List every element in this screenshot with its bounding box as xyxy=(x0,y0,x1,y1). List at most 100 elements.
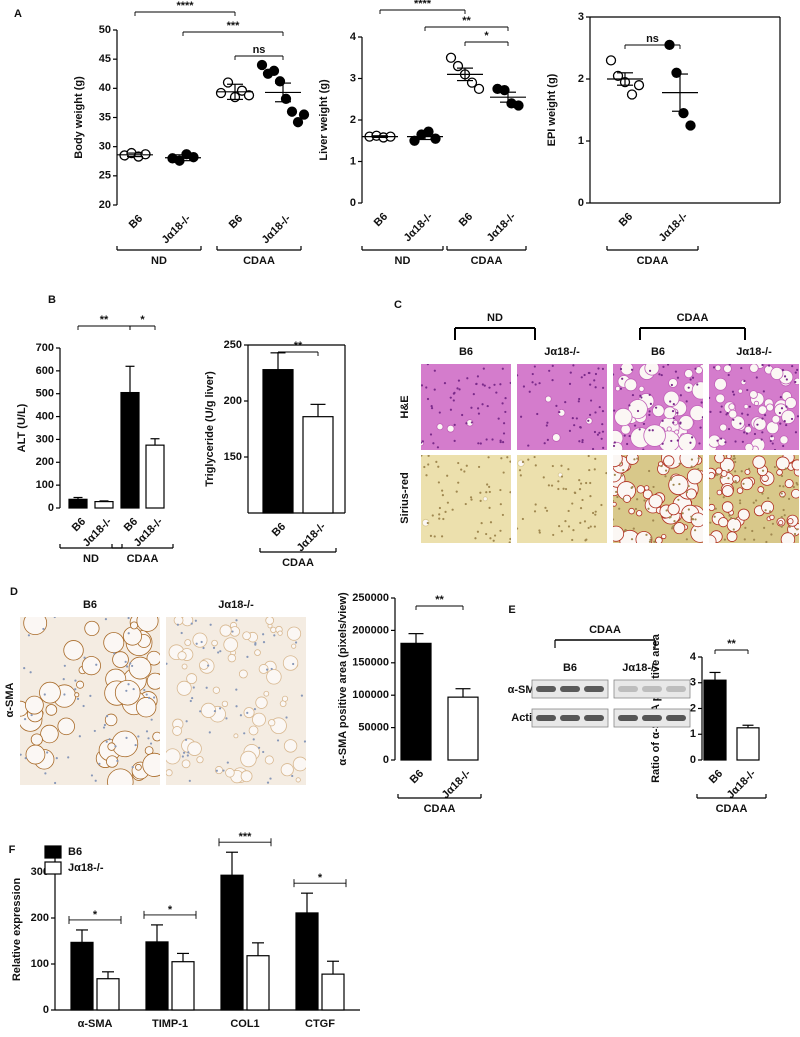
nucleus xyxy=(270,667,273,671)
nucleus xyxy=(665,469,668,472)
nucleus xyxy=(745,432,749,435)
nucleus xyxy=(594,513,597,516)
nucleus xyxy=(678,462,681,465)
nucleus xyxy=(449,408,453,411)
nucleus xyxy=(567,525,571,528)
nucleus xyxy=(685,491,688,494)
nucleus xyxy=(648,429,651,432)
nucleus xyxy=(29,671,32,674)
nucleus xyxy=(677,498,680,501)
nucleus xyxy=(427,455,430,457)
fat-droplet xyxy=(135,763,142,771)
nucleus xyxy=(253,708,257,711)
nucleus xyxy=(202,646,205,650)
nucleus xyxy=(734,460,737,464)
nucleus xyxy=(665,509,668,512)
x-tick-label: B6 xyxy=(127,213,145,231)
fat-droplet xyxy=(780,532,796,543)
y-tick-label: 3 xyxy=(578,11,584,23)
nucleus xyxy=(485,491,488,494)
nucleus xyxy=(628,434,631,438)
nucleus xyxy=(601,410,605,413)
fat-droplet xyxy=(778,520,784,526)
nucleus xyxy=(180,631,183,635)
x-tick-label: COL1 xyxy=(230,1018,259,1030)
nucleus xyxy=(719,410,722,414)
nucleus xyxy=(222,769,225,772)
nucleus xyxy=(761,492,764,495)
nucleus xyxy=(303,740,306,743)
group-label: CDAA xyxy=(716,803,748,815)
nucleus xyxy=(573,491,576,494)
nucleus xyxy=(601,367,605,370)
nucleus xyxy=(666,364,670,366)
fat-droplet xyxy=(636,510,643,517)
fat-droplet xyxy=(281,695,289,702)
nucleus xyxy=(74,688,77,691)
y-tick-label: 2 xyxy=(690,702,696,714)
nucleus xyxy=(187,751,190,754)
micrograph-texture xyxy=(613,455,703,543)
nucleus xyxy=(522,385,526,388)
column-label: B6 xyxy=(459,346,473,358)
nucleus xyxy=(129,662,132,665)
data-point xyxy=(633,80,645,91)
nucleus xyxy=(580,376,583,379)
fat-droplet xyxy=(291,643,297,649)
nucleus xyxy=(536,412,539,416)
nucleus xyxy=(709,521,712,524)
x-tick-label: Jα18-/- xyxy=(260,212,294,246)
fat-droplet xyxy=(181,663,188,670)
nucleus xyxy=(53,617,56,619)
nucleus xyxy=(502,432,506,435)
nucleus xyxy=(598,405,601,409)
nucleus xyxy=(23,667,26,670)
nucleus xyxy=(648,410,651,413)
nucleus xyxy=(755,376,758,379)
legend-swatch xyxy=(44,861,62,875)
nucleus xyxy=(578,479,581,482)
nucleus xyxy=(791,364,794,368)
fat-droplet xyxy=(243,707,255,719)
nucleus xyxy=(94,779,97,782)
nucleus xyxy=(440,535,444,538)
fat-droplet xyxy=(104,713,118,727)
nucleus xyxy=(795,528,799,531)
nucleus xyxy=(792,485,795,489)
fat-droplet xyxy=(709,471,716,480)
nucleus xyxy=(679,394,682,397)
nucleus xyxy=(509,460,511,463)
x-tick-label: B6 xyxy=(457,211,475,229)
nucleus xyxy=(492,539,495,542)
fat-droplet xyxy=(775,456,790,471)
nucleus xyxy=(105,715,109,718)
nucleus xyxy=(113,652,116,655)
y-tick-label: 45 xyxy=(99,53,111,65)
nucleus xyxy=(633,458,636,461)
y-tick-label: 100 xyxy=(31,958,49,970)
nucleus xyxy=(769,510,772,513)
micrograph xyxy=(709,455,799,543)
fat-droplet xyxy=(111,730,139,758)
fat-droplet xyxy=(176,680,192,696)
nucleus xyxy=(782,485,785,488)
fat-droplet xyxy=(146,672,160,690)
y-tick-label: 50000 xyxy=(358,722,389,734)
nucleus xyxy=(600,503,603,507)
nucleus xyxy=(616,495,619,499)
nucleus xyxy=(432,442,435,445)
nucleus xyxy=(239,714,243,717)
nucleus xyxy=(184,738,188,741)
fat-droplet xyxy=(721,501,734,513)
nucleus xyxy=(783,419,786,423)
y-tick-label: 4 xyxy=(350,31,357,43)
nucleus xyxy=(753,538,756,541)
nucleus xyxy=(722,496,725,499)
nucleus xyxy=(781,368,785,372)
nucleus xyxy=(551,464,554,468)
nucleus xyxy=(783,375,787,378)
nucleus xyxy=(258,746,261,749)
fat-droplet xyxy=(255,696,268,709)
nucleus xyxy=(266,781,270,784)
nucleus xyxy=(476,375,480,378)
